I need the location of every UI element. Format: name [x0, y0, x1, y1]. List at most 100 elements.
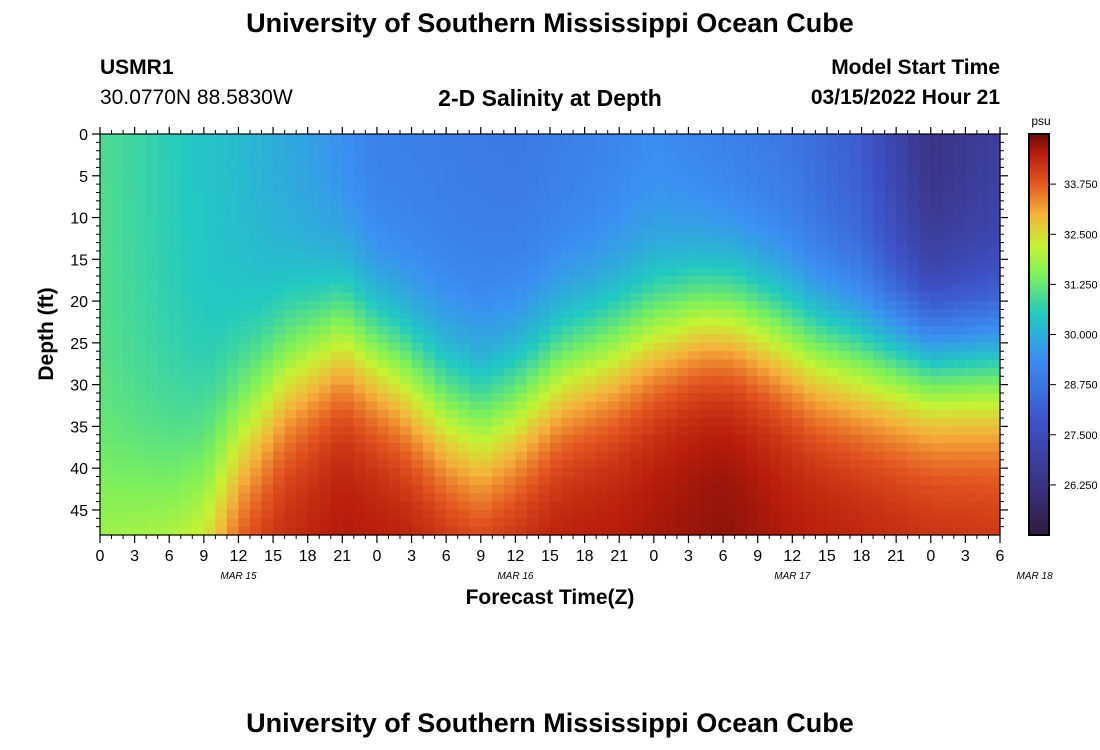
- heatmap-cell: [469, 167, 482, 177]
- heatmap-cell: [723, 359, 736, 369]
- heatmap-cell: [700, 284, 713, 294]
- heatmap-cell: [884, 392, 897, 402]
- heatmap-cell: [503, 159, 516, 169]
- heatmap-cell: [134, 518, 147, 528]
- heatmap-cell: [757, 401, 770, 411]
- heatmap-cell: [503, 409, 516, 419]
- heatmap-cell: [723, 426, 736, 436]
- heatmap-cell: [988, 384, 1001, 394]
- heatmap-cell: [284, 250, 297, 260]
- heatmap-cell: [157, 518, 170, 528]
- heatmap-cell: [561, 418, 574, 427]
- heatmap-cell: [215, 142, 228, 152]
- heatmap-cell: [780, 418, 793, 427]
- heatmap-cell: [653, 351, 666, 361]
- heatmap-cell: [446, 301, 459, 311]
- heatmap-cell: [700, 526, 713, 536]
- heatmap-cell: [526, 409, 540, 419]
- heatmap-cell: [296, 175, 309, 185]
- heatmap-cell: [815, 384, 828, 394]
- heatmap-cell: [538, 451, 551, 461]
- heatmap-cell: [226, 200, 240, 210]
- heatmap-cell: [988, 175, 1001, 185]
- heatmap-cell: [307, 509, 320, 519]
- heatmap-cell: [550, 376, 563, 386]
- heatmap-cell: [261, 242, 274, 252]
- heatmap-cell: [757, 259, 770, 269]
- heatmap-cell: [296, 301, 309, 311]
- heatmap-cell: [238, 284, 251, 294]
- heatmap-cell: [100, 217, 113, 227]
- heatmap-cell: [907, 468, 920, 478]
- heatmap-cell: [526, 443, 540, 453]
- heatmap-cell: [515, 242, 528, 252]
- heatmap-cell: [538, 301, 551, 311]
- heatmap-cell: [330, 267, 343, 277]
- heatmap-cell: [884, 401, 897, 411]
- heatmap-cell: [342, 476, 355, 486]
- heatmap-cell: [192, 301, 205, 311]
- heatmap-cell: [353, 250, 366, 260]
- heatmap-cell: [250, 518, 263, 528]
- heatmap-cell: [723, 468, 736, 478]
- heatmap-cell: [873, 509, 886, 519]
- heatmap-cell: [930, 351, 943, 361]
- heatmap-cell: [619, 284, 632, 294]
- heatmap-cell: [596, 267, 609, 277]
- heatmap-cell: [665, 509, 678, 519]
- heatmap-cell: [942, 175, 955, 185]
- heatmap-cell: [192, 259, 205, 269]
- heatmap-cell: [388, 200, 401, 210]
- heatmap-cell: [769, 392, 782, 402]
- heatmap-cell: [884, 501, 897, 511]
- heatmap-cell: [446, 434, 459, 444]
- heatmap-cell: [896, 326, 909, 336]
- heatmap-cell: [284, 242, 297, 252]
- heatmap-cell: [930, 200, 943, 210]
- heatmap-cell: [492, 418, 505, 427]
- heatmap-cell: [342, 159, 355, 169]
- heatmap-cell: [757, 409, 770, 419]
- heatmap-cell: [376, 459, 390, 469]
- heatmap-cell: [526, 284, 540, 294]
- heatmap-cell: [907, 192, 920, 202]
- heatmap-cell: [284, 267, 297, 277]
- heatmap-cell: [930, 317, 943, 327]
- heatmap-cell: [123, 359, 136, 369]
- heatmap-cell: [607, 234, 620, 244]
- heatmap-cell: [769, 175, 782, 185]
- heatmap-cell: [815, 351, 828, 361]
- heatmap-cell: [180, 209, 193, 219]
- heatmap-cell: [261, 167, 274, 177]
- heatmap-cell: [192, 184, 205, 194]
- heatmap-cell: [330, 376, 343, 386]
- heatmap-cell: [526, 242, 540, 252]
- heatmap-cell: [307, 484, 320, 494]
- heatmap-cell: [492, 409, 505, 419]
- colorbar: 33.75032.50031.25030.00028.75027.50026.2…: [1028, 133, 1098, 536]
- heatmap-cell: [203, 451, 216, 461]
- heatmap-cell: [746, 418, 759, 427]
- heatmap-cell: [203, 242, 216, 252]
- heatmap-cell: [192, 159, 205, 169]
- heatmap-cell: [723, 142, 736, 152]
- heatmap-cell: [157, 426, 170, 436]
- heatmap-cell: [388, 351, 401, 361]
- heatmap-cell: [642, 451, 655, 461]
- heatmap-cell: [769, 484, 782, 494]
- heatmap-cell: [134, 242, 147, 252]
- heatmap-cell: [388, 367, 401, 377]
- heatmap-cell: [711, 334, 724, 344]
- heatmap-cell: [273, 225, 286, 235]
- heatmap-cell: [284, 493, 297, 503]
- heatmap-cell: [526, 267, 540, 277]
- heatmap-cell: [446, 334, 459, 344]
- heatmap-cell: [157, 301, 170, 311]
- heatmap-cell: [503, 242, 516, 252]
- heatmap-cell: [850, 284, 863, 294]
- heatmap-cell: [815, 225, 828, 235]
- heatmap-cell: [296, 451, 309, 461]
- heatmap-cell: [365, 359, 378, 369]
- heatmap-cell: [526, 493, 540, 503]
- heatmap-cell: [826, 259, 840, 269]
